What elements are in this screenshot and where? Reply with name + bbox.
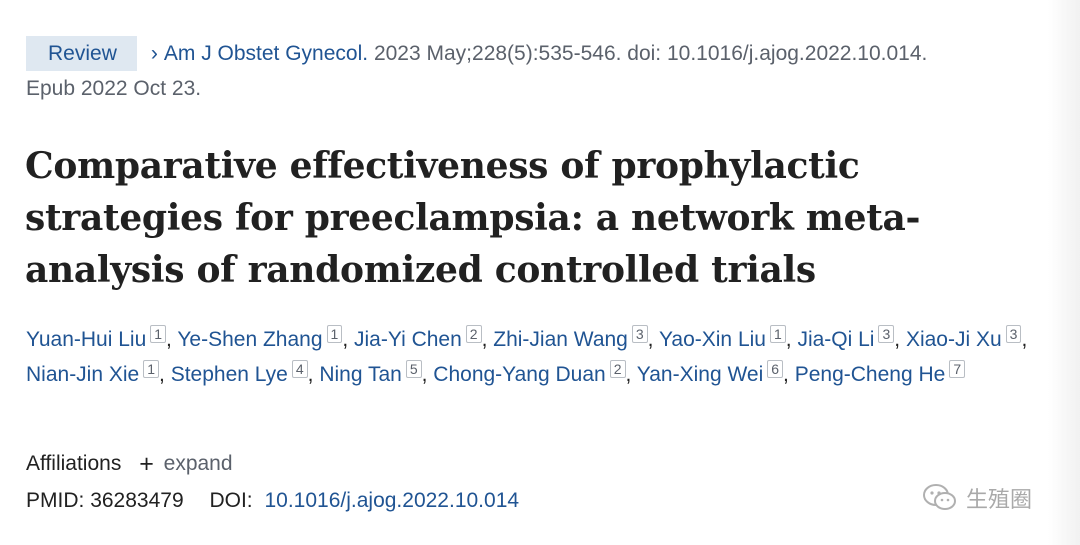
affiliation-number[interactable]: 6 (767, 360, 784, 378)
watermark: 生殖圈 (922, 478, 1032, 518)
affiliation-number[interactable]: 1 (143, 360, 160, 378)
identifiers-row: PMID: 36283479 DOI: 10.1016/j.ajog.2022.… (26, 489, 519, 513)
affiliation-number[interactable]: 3 (631, 325, 648, 343)
affiliations-label: Affiliations (26, 452, 122, 475)
author-link[interactable]: Jia-Qi Li (797, 328, 875, 351)
authors-list: Yuan-Hui Liu 1, Ye-Shen Zhang 1, Jia-Yi Ch… (26, 325, 1028, 386)
citation-line: Review › Am J Obstet Gynecol. 2023 May;228… (26, 36, 1056, 106)
affiliation-number[interactable]: 1 (150, 325, 167, 343)
affiliation-number[interactable]: 5 (405, 360, 422, 378)
chevron-right-icon[interactable]: › (150, 42, 158, 65)
affiliation-number[interactable]: 2 (609, 360, 626, 378)
affiliation-number[interactable]: 2 (465, 325, 482, 343)
affiliation-number[interactable]: 4 (291, 360, 308, 378)
author-link[interactable]: Yao-Xin Liu (658, 328, 766, 351)
author-link[interactable]: Nian-Jin Xie (26, 363, 140, 386)
article-title: Comparative effectiveness of prophylacti… (25, 145, 921, 291)
doi-link[interactable]: 10.1016/j.ajog.2022.10.014 (264, 489, 520, 512)
affiliation-number[interactable]: 3 (878, 325, 895, 343)
article-type-badge: Review (26, 36, 137, 71)
plus-icon[interactable]: + (139, 450, 154, 478)
author-link[interactable]: Zhi-Jian Wang (493, 328, 628, 351)
citation-details: 2023 May;228(5):535-546. doi: 10.1016/j.… (373, 42, 928, 65)
pmid-label: PMID: (26, 489, 85, 512)
author-link[interactable]: Chong-Yang Duan (433, 363, 606, 386)
wechat-icon (923, 484, 956, 510)
author-link[interactable]: Jia-Yi Chen (354, 328, 462, 351)
affiliation-number[interactable]: 1 (326, 325, 343, 343)
expand-affiliations-button[interactable]: expand (163, 452, 233, 475)
author-link[interactable]: Yan-Xing Wei (636, 363, 764, 386)
watermark-text: 生殖圈 (966, 487, 1033, 512)
journal-link[interactable]: Am J Obstet Gynecol. (163, 42, 369, 65)
affiliation-number[interactable]: 3 (1005, 325, 1022, 343)
right-edge-shadow (1048, 0, 1080, 545)
author-link[interactable]: Stephen Lye (170, 363, 288, 386)
author-link[interactable]: Xiao-Ji Xu (905, 328, 1002, 351)
affiliation-number[interactable]: 7 (949, 360, 966, 378)
pmid-value: 36283479 (90, 489, 184, 512)
affiliations-row[interactable]: Affiliations + expand (26, 450, 233, 479)
author-link[interactable]: Peng-Cheng He (794, 363, 946, 386)
affiliation-number[interactable]: 1 (769, 325, 786, 343)
author-link[interactable]: Yuan-Hui Liu (26, 328, 147, 351)
author-link[interactable]: Ye-Shen Zhang (177, 328, 323, 351)
epub-date: Epub 2022 Oct 23. (26, 77, 202, 100)
doi-label: DOI: (209, 489, 253, 512)
author-link[interactable]: Ning Tan (319, 363, 402, 386)
